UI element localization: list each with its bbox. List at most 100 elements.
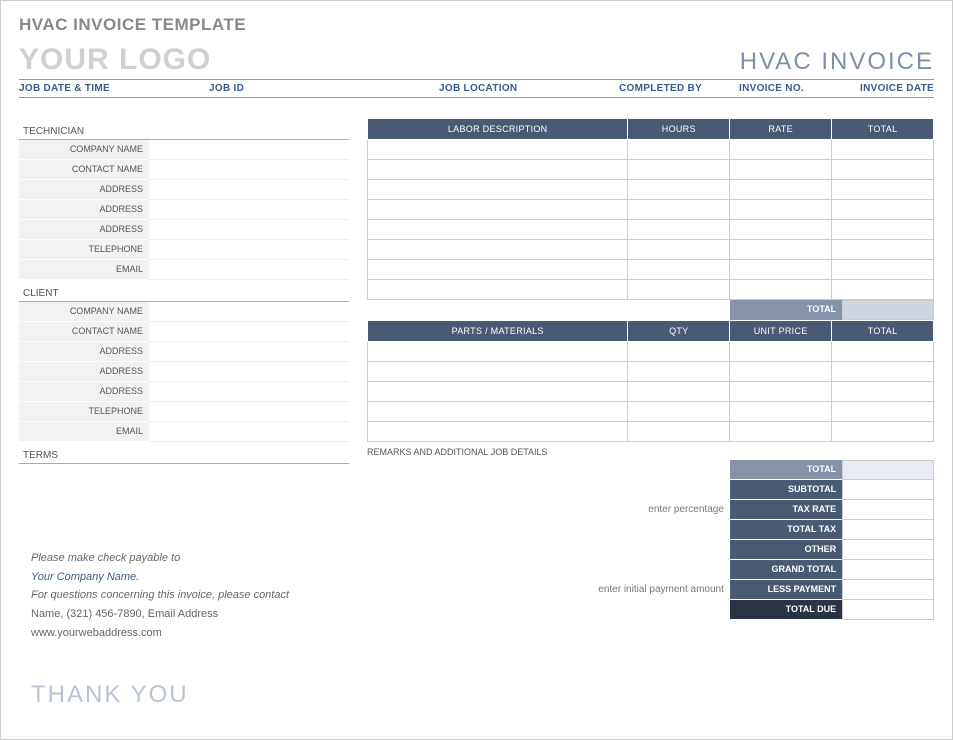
client-email-label: EMAIL (19, 422, 149, 442)
labor-cell[interactable] (730, 280, 832, 300)
parts-cell[interactable] (628, 422, 730, 442)
parts-cell[interactable] (730, 382, 832, 402)
parts-cell[interactable] (368, 402, 628, 422)
client-address2-value[interactable] (149, 362, 349, 382)
parts-cell[interactable] (368, 342, 628, 362)
parts-cell[interactable] (368, 382, 628, 402)
totaltax-label: TOTAL TAX (730, 520, 842, 540)
labor-cell[interactable] (368, 260, 628, 280)
labor-cell[interactable] (730, 140, 832, 160)
parts-cell[interactable] (368, 362, 628, 382)
labor-cell[interactable] (368, 160, 628, 180)
parts-table: PARTS / MATERIALS QTY UNIT PRICE TOTAL (367, 320, 934, 442)
labor-cell[interactable] (730, 200, 832, 220)
client-address3-label: ADDRESS (19, 382, 149, 402)
client-phone-value[interactable] (149, 402, 349, 422)
client-address1-value[interactable] (149, 342, 349, 362)
labor-cell[interactable] (832, 240, 934, 260)
lesspayment-label: LESS PAYMENT (730, 580, 842, 600)
labor-cell[interactable] (368, 220, 628, 240)
client-contact-value[interactable] (149, 322, 349, 342)
header-row: YOUR LOGO HVAC INVOICE (19, 43, 934, 77)
logo-placeholder: YOUR LOGO (19, 43, 211, 77)
parts-cell[interactable] (730, 362, 832, 382)
parts-cell[interactable] (628, 342, 730, 362)
labor-cell[interactable] (730, 260, 832, 280)
labor-cell[interactable] (628, 220, 730, 240)
labor-cell[interactable] (832, 280, 934, 300)
completed-by-label: COMPLETED BY (619, 83, 739, 94)
parts-cell[interactable] (832, 402, 934, 422)
contact-text: Name, (321) 456-7890, Email Address (31, 605, 361, 624)
tech-address3-value[interactable] (149, 220, 349, 240)
totaltax-val (842, 520, 934, 540)
labor-th-total: TOTAL (832, 119, 934, 140)
parts-cell[interactable] (832, 382, 934, 402)
labor-cell[interactable] (368, 200, 628, 220)
labor-cell[interactable] (628, 240, 730, 260)
job-info-bar: JOB DATE & TIME JOB ID JOB LOCATION COMP… (19, 79, 934, 98)
client-address1-label: ADDRESS (19, 342, 149, 362)
labor-cell[interactable] (368, 280, 628, 300)
parts-cell[interactable] (628, 362, 730, 382)
parts-cell[interactable] (832, 342, 934, 362)
footer-block: Please make check payable to Your Compan… (31, 549, 361, 642)
labor-cell[interactable] (832, 160, 934, 180)
labor-cell[interactable] (832, 180, 934, 200)
less-payment-note: enter initial payment amount (367, 580, 724, 600)
payable-text: Please make check payable to (31, 549, 361, 568)
totals-notes: enter percentage enter initial payment a… (367, 460, 730, 620)
labor-cell[interactable] (832, 140, 934, 160)
labor-subtotal-value (842, 300, 934, 320)
client-heading: CLIENT (19, 286, 349, 302)
tech-address1-value[interactable] (149, 180, 349, 200)
client-company-value[interactable] (149, 302, 349, 322)
grandtotal-val (842, 560, 934, 580)
labor-cell[interactable] (628, 160, 730, 180)
tech-contact-value[interactable] (149, 160, 349, 180)
labor-cell[interactable] (368, 240, 628, 260)
tax-rate-note: enter percentage (367, 500, 724, 520)
questions-text: For questions concerning this invoice, p… (31, 586, 361, 605)
tech-email-value[interactable] (149, 260, 349, 280)
tech-company-value[interactable] (149, 140, 349, 160)
labor-cell[interactable] (628, 140, 730, 160)
labor-cell[interactable] (832, 200, 934, 220)
labor-cell[interactable] (730, 240, 832, 260)
parts-cell[interactable] (628, 382, 730, 402)
labor-cell[interactable] (368, 180, 628, 200)
tech-address2-value[interactable] (149, 200, 349, 220)
totaldue-label: TOTAL DUE (730, 600, 842, 620)
parts-th-qty: QTY (628, 321, 730, 342)
subtotal-label: SUBTOTAL (730, 480, 842, 500)
lesspayment-val[interactable] (842, 580, 934, 600)
labor-subtotal-label: TOTAL (730, 300, 842, 320)
tech-company-label: COMPANY NAME (19, 140, 149, 160)
parts-cell[interactable] (832, 422, 934, 442)
labor-cell[interactable] (628, 260, 730, 280)
labor-cell[interactable] (730, 160, 832, 180)
client-email-value[interactable] (149, 422, 349, 442)
job-location-label: JOB LOCATION (439, 83, 619, 94)
other-val[interactable] (842, 540, 934, 560)
parts-cell[interactable] (832, 362, 934, 382)
labor-cell[interactable] (368, 140, 628, 160)
parts-cell[interactable] (628, 402, 730, 422)
client-phone-label: TELEPHONE (19, 402, 149, 422)
parts-cell[interactable] (730, 402, 832, 422)
labor-cell[interactable] (832, 260, 934, 280)
parts-cell[interactable] (730, 422, 832, 442)
technician-heading: TECHNICIAN (19, 124, 349, 140)
labor-cell[interactable] (730, 220, 832, 240)
labor-cell[interactable] (628, 180, 730, 200)
parts-cell[interactable] (730, 342, 832, 362)
taxrate-label: TAX RATE (730, 500, 842, 520)
labor-cell[interactable] (628, 280, 730, 300)
labor-cell[interactable] (730, 180, 832, 200)
client-address3-value[interactable] (149, 382, 349, 402)
labor-cell[interactable] (832, 220, 934, 240)
tech-phone-value[interactable] (149, 240, 349, 260)
taxrate-val[interactable] (842, 500, 934, 520)
parts-cell[interactable] (368, 422, 628, 442)
labor-cell[interactable] (628, 200, 730, 220)
